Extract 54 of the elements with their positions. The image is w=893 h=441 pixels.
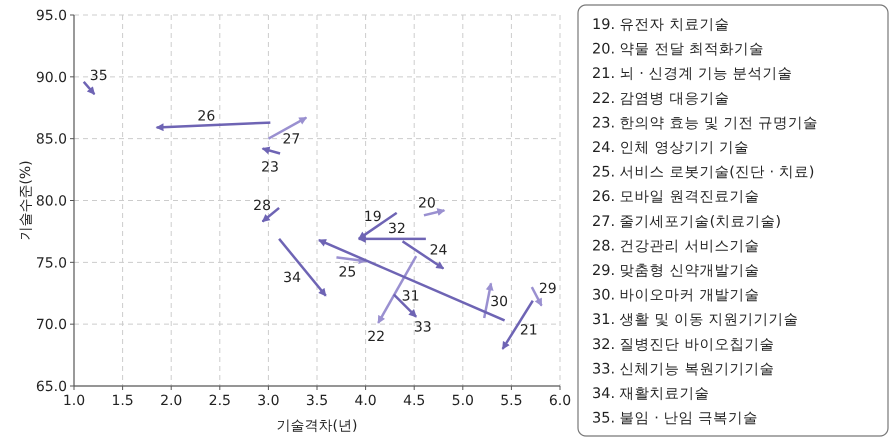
series-label: 22 — [367, 329, 386, 346]
x-tick-label: 5.0 — [452, 393, 474, 409]
text: 33. 신체기능 복원기기기술 — [592, 361, 774, 378]
series-label: 28 — [253, 198, 272, 214]
y-tick-label: 85.0 — [36, 132, 67, 148]
text: 20. 약물 전달 최적화기술 — [592, 42, 764, 58]
series-label: 23 — [261, 160, 279, 176]
series-label: 29 — [538, 281, 557, 298]
series-label: 19 — [364, 208, 382, 225]
y-tick-label: 80.0 — [36, 194, 67, 210]
series-label: 34 — [283, 270, 302, 286]
y-tick-label: 65.0 — [36, 379, 67, 395]
x-tick-label: 6.0 — [548, 393, 572, 409]
series-label: 25 — [338, 264, 356, 280]
series-label: 24 — [430, 242, 448, 258]
series-label: 30 — [490, 294, 508, 310]
x-tick-label: 3.0 — [257, 393, 280, 409]
text: 26. 모바일 원격진료기술 — [592, 189, 760, 206]
text: 27. 줄기세포기술(치료기술) — [592, 214, 781, 230]
text: 24. 인체 영상기기 기술 — [592, 140, 749, 156]
series-label: 20 — [418, 195, 436, 212]
text: 23. 한의약 효능 및 기전 규명기술 — [592, 115, 818, 132]
text: 22. 감염병 대응기술 — [592, 90, 730, 107]
x-tick-label: 4.0 — [354, 393, 377, 409]
series-label: 31 — [402, 288, 420, 304]
x-tick-label: 5.5 — [500, 393, 523, 409]
text: 28. 건강관리 서비스기술 — [592, 238, 760, 254]
y-tick-label: 75.0 — [36, 255, 67, 272]
series-label: 26 — [197, 108, 216, 125]
y-tick-label: 90.0 — [36, 70, 67, 86]
text: 25. 서비스 로봇기술(진단 · 치료) — [592, 164, 814, 181]
text: 29. 맞춤형 신약개발기술 — [592, 263, 760, 279]
y-axis-title: 기술수준(%) — [18, 160, 34, 241]
x-tick-label: 2.0 — [160, 393, 182, 409]
x-tick-label: 4.5 — [403, 393, 426, 409]
y-tick-label: 95.0 — [36, 8, 67, 24]
text: 32. 질병진단 바이오칩기술 — [592, 336, 774, 353]
text: 21. 뇌 · 신경계 기능 분석기술 — [592, 66, 793, 82]
text: 19. 유전자 치료기술 — [592, 17, 730, 33]
x-axis-title: 기술격차(년) — [276, 418, 358, 434]
x-tick-label: 3.5 — [306, 393, 328, 409]
series-label: 32 — [388, 220, 406, 237]
text: 34. 재활치료기술 — [592, 386, 710, 402]
text: 31. 생활 및 이동 지원기기기술 — [592, 312, 798, 328]
text: 30. 바이오마커 개발기술 — [592, 288, 760, 304]
series-label: 33 — [414, 319, 432, 336]
text: 35. 불임 · 난임 극복기술 — [592, 410, 758, 427]
x-tick-label: 2.5 — [208, 393, 231, 409]
series-label: 21 — [520, 322, 538, 339]
x-tick-label: 1.5 — [111, 393, 134, 409]
x-tick-label: 1.0 — [62, 393, 86, 409]
series-label: 27 — [282, 132, 300, 148]
y-tick-label: 70.0 — [36, 317, 67, 334]
series-label: 35 — [90, 68, 108, 84]
